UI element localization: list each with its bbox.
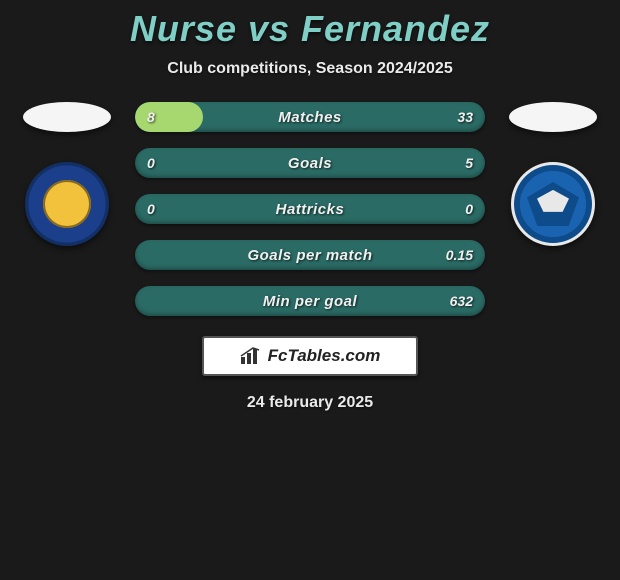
right-player-column — [503, 102, 603, 246]
stat-bar-matches: 8 Matches 33 — [135, 102, 485, 132]
page-title: Nurse vs Fernandez — [130, 8, 490, 50]
stat-bar-goals-per-match: Goals per match 0.15 — [135, 240, 485, 270]
left-club-badge — [25, 162, 109, 246]
stat-bar-hattricks: 0 Hattricks 0 — [135, 194, 485, 224]
stat-right-value: 632 — [450, 286, 473, 316]
left-country-flag-placeholder — [23, 102, 111, 132]
stat-bar-goals: 0 Goals 5 — [135, 148, 485, 178]
comparison-card: Nurse vs Fernandez Club competitions, Se… — [0, 0, 620, 412]
stat-right-value: 0.15 — [446, 240, 473, 270]
stat-bars: 8 Matches 33 0 Goals 5 0 Hattricks 0 Goa… — [135, 102, 485, 316]
date-text: 24 february 2025 — [247, 394, 373, 412]
stat-label: Matches — [135, 102, 485, 132]
brand-box: FcTables.com — [202, 336, 418, 376]
stat-bar-min-per-goal: Min per goal 632 — [135, 286, 485, 316]
page-subtitle: Club competitions, Season 2024/2025 — [167, 60, 452, 78]
stat-label: Min per goal — [135, 286, 485, 316]
stat-right-value: 0 — [465, 194, 473, 224]
stat-label: Goals per match — [135, 240, 485, 270]
body-row: 8 Matches 33 0 Goals 5 0 Hattricks 0 Goa… — [0, 102, 620, 316]
stat-right-value: 5 — [465, 148, 473, 178]
brand-text: FcTables.com — [268, 346, 381, 366]
chart-icon — [240, 347, 262, 365]
right-club-badge — [511, 162, 595, 246]
stat-right-value: 33 — [457, 102, 473, 132]
right-country-flag-placeholder — [509, 102, 597, 132]
stat-label: Goals — [135, 148, 485, 178]
left-player-column — [17, 102, 117, 246]
stat-label: Hattricks — [135, 194, 485, 224]
